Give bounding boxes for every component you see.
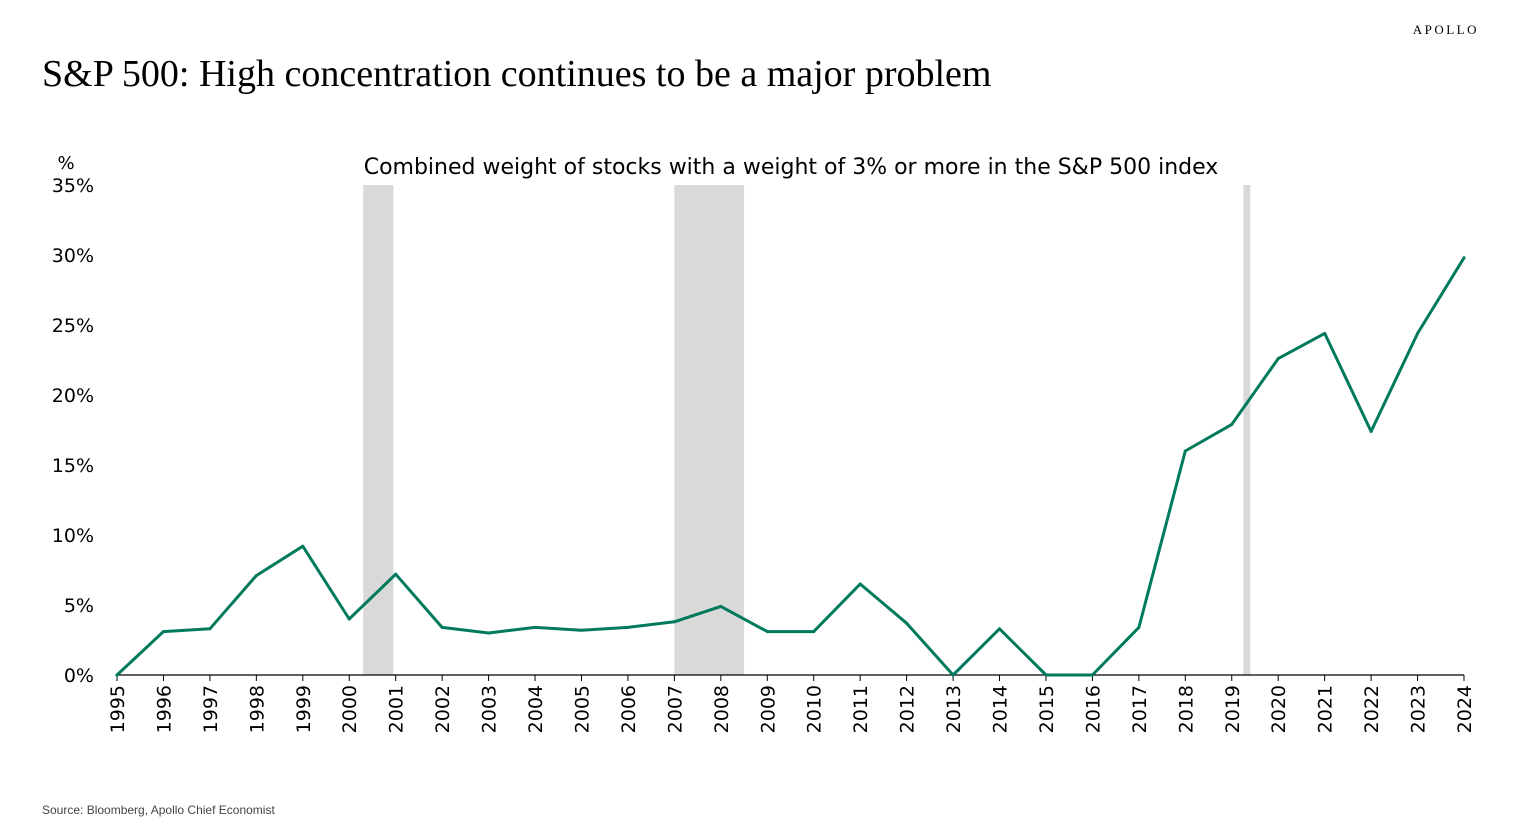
chart-container: Combined weight of stocks with a weight …: [0, 140, 1515, 760]
x-tick-label: 2000: [339, 685, 361, 733]
data-point: [672, 620, 676, 624]
x-tick-label: 2019: [1222, 685, 1244, 733]
data-point: [579, 628, 583, 632]
data-point: [812, 630, 816, 634]
x-tick-label: 1997: [200, 685, 222, 733]
x-tick-label: 2022: [1361, 685, 1383, 733]
data-point: [905, 621, 909, 625]
data-point: [440, 625, 444, 629]
x-tick-label: 2001: [386, 685, 408, 733]
data-point: [1183, 449, 1187, 453]
x-tick-label: 2016: [1082, 685, 1104, 733]
data-point: [301, 544, 305, 548]
y-tick-label: 20%: [52, 385, 94, 407]
y-tick-label: 25%: [52, 315, 94, 337]
x-tick-label: 1999: [293, 685, 315, 733]
x-tick-label: 2014: [990, 685, 1012, 733]
data-point: [765, 630, 769, 634]
x-tick-label: 2015: [1036, 685, 1058, 733]
x-tick-label: 2011: [850, 685, 872, 733]
recession-band: [1243, 185, 1251, 675]
y-tick-label: 10%: [52, 525, 94, 547]
x-tick-label: 2006: [618, 685, 640, 733]
y-axis-label: %: [57, 153, 74, 174]
chart-title: Combined weight of stocks with a weight …: [364, 155, 1219, 180]
data-point: [951, 673, 955, 677]
x-tick-label: 2010: [804, 685, 826, 733]
data-point: [719, 604, 723, 608]
x-tick-label: 2003: [479, 685, 501, 733]
data-point: [858, 582, 862, 586]
data-point: [394, 572, 398, 576]
data-point: [1090, 673, 1094, 677]
x-tick-label: 2018: [1175, 685, 1197, 733]
x-tick-label: 1998: [246, 685, 268, 733]
data-point: [998, 627, 1002, 631]
x-tick-label: 2008: [711, 685, 733, 733]
x-tick-label: 2012: [897, 685, 919, 733]
y-tick-label: 15%: [52, 455, 94, 477]
x-tick-label: 2024: [1454, 685, 1476, 733]
y-tick-label: 30%: [52, 245, 94, 267]
x-tick-label: 2004: [525, 685, 547, 733]
y-tick-label: 0%: [64, 665, 94, 687]
x-tick-label: 2013: [943, 685, 965, 733]
data-point: [1276, 357, 1280, 361]
x-tick-label: 2005: [571, 685, 593, 733]
data-point: [1137, 625, 1141, 629]
data-point: [254, 574, 258, 578]
data-point: [161, 630, 165, 634]
data-point: [115, 673, 119, 677]
y-tick-label: 35%: [52, 175, 94, 197]
data-point: [626, 625, 630, 629]
line-chart: Combined weight of stocks with a weight …: [52, 153, 1476, 733]
x-tick-label: 2009: [757, 685, 779, 733]
x-tick-label: 2017: [1129, 685, 1151, 733]
source-note: Source: Bloomberg, Apollo Chief Economis…: [42, 803, 275, 817]
x-tick-label: 2023: [1408, 685, 1430, 733]
data-point: [1323, 331, 1327, 335]
x-tick-label: 2020: [1268, 685, 1290, 733]
x-tick-label: 2007: [664, 685, 686, 733]
data-point: [1462, 256, 1466, 260]
x-tick-label: 2002: [432, 685, 454, 733]
data-point: [347, 617, 351, 621]
recession-band: [674, 185, 745, 675]
data-point: [1044, 673, 1048, 677]
data-point: [208, 627, 212, 631]
data-point: [1369, 429, 1373, 433]
data-point: [487, 631, 491, 635]
series-line: [115, 256, 1466, 677]
x-tick-label: 1995: [107, 685, 129, 733]
x-tick-label: 1996: [153, 685, 175, 733]
data-point: [533, 625, 537, 629]
brand-logo: APOLLO: [1412, 22, 1479, 37]
x-tick-label: 2021: [1315, 685, 1337, 733]
recession-band: [363, 185, 394, 675]
data-point: [1230, 422, 1234, 426]
y-tick-label: 5%: [64, 595, 94, 617]
data-point: [1416, 331, 1420, 335]
page-title: S&P 500: High concentration continues to…: [42, 53, 992, 95]
